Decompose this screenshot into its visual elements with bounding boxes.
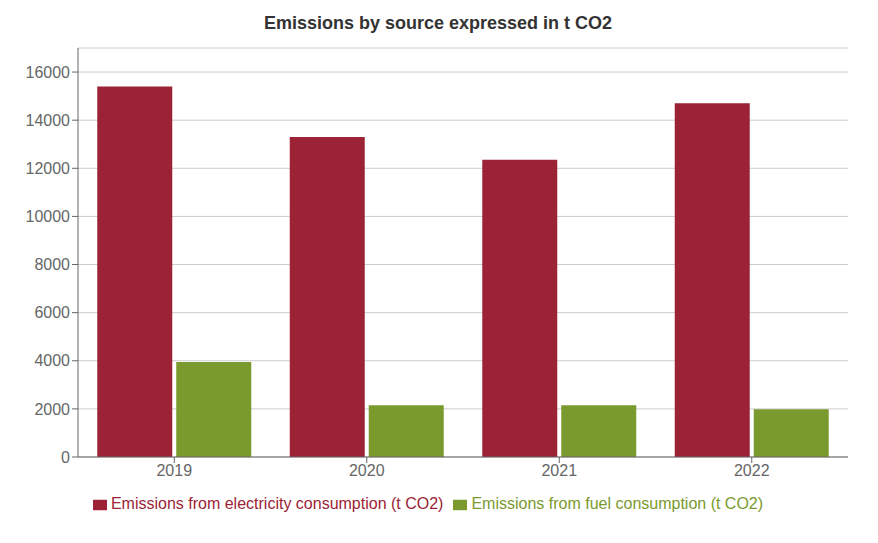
svg-text:10000: 10000 (26, 208, 71, 225)
svg-text:8000: 8000 (34, 256, 70, 273)
svg-text:2019: 2019 (156, 462, 192, 479)
svg-text:16000: 16000 (26, 64, 71, 81)
svg-text:2000: 2000 (34, 401, 70, 418)
svg-text:4000: 4000 (34, 352, 70, 369)
svg-text:12000: 12000 (26, 160, 71, 177)
html-text:Emissions by source expressed: Emissions by source expressed in t CO2 (263, 13, 613, 33)
svg-text:14000: 14000 (26, 112, 71, 129)
html-text:Emissions from electricity con: Emissions from electricity consumption (… (110, 495, 444, 512)
html-text:Emissions from fuel consumptio: Emissions from fuel consumption (t CO2) (471, 495, 764, 512)
svg-text:2020: 2020 (349, 462, 385, 479)
svg-text:0: 0 (61, 449, 70, 466)
svg-text:6000: 6000 (34, 304, 70, 321)
svg-text:2021: 2021 (541, 462, 577, 479)
svg-text:2022: 2022 (734, 462, 770, 479)
